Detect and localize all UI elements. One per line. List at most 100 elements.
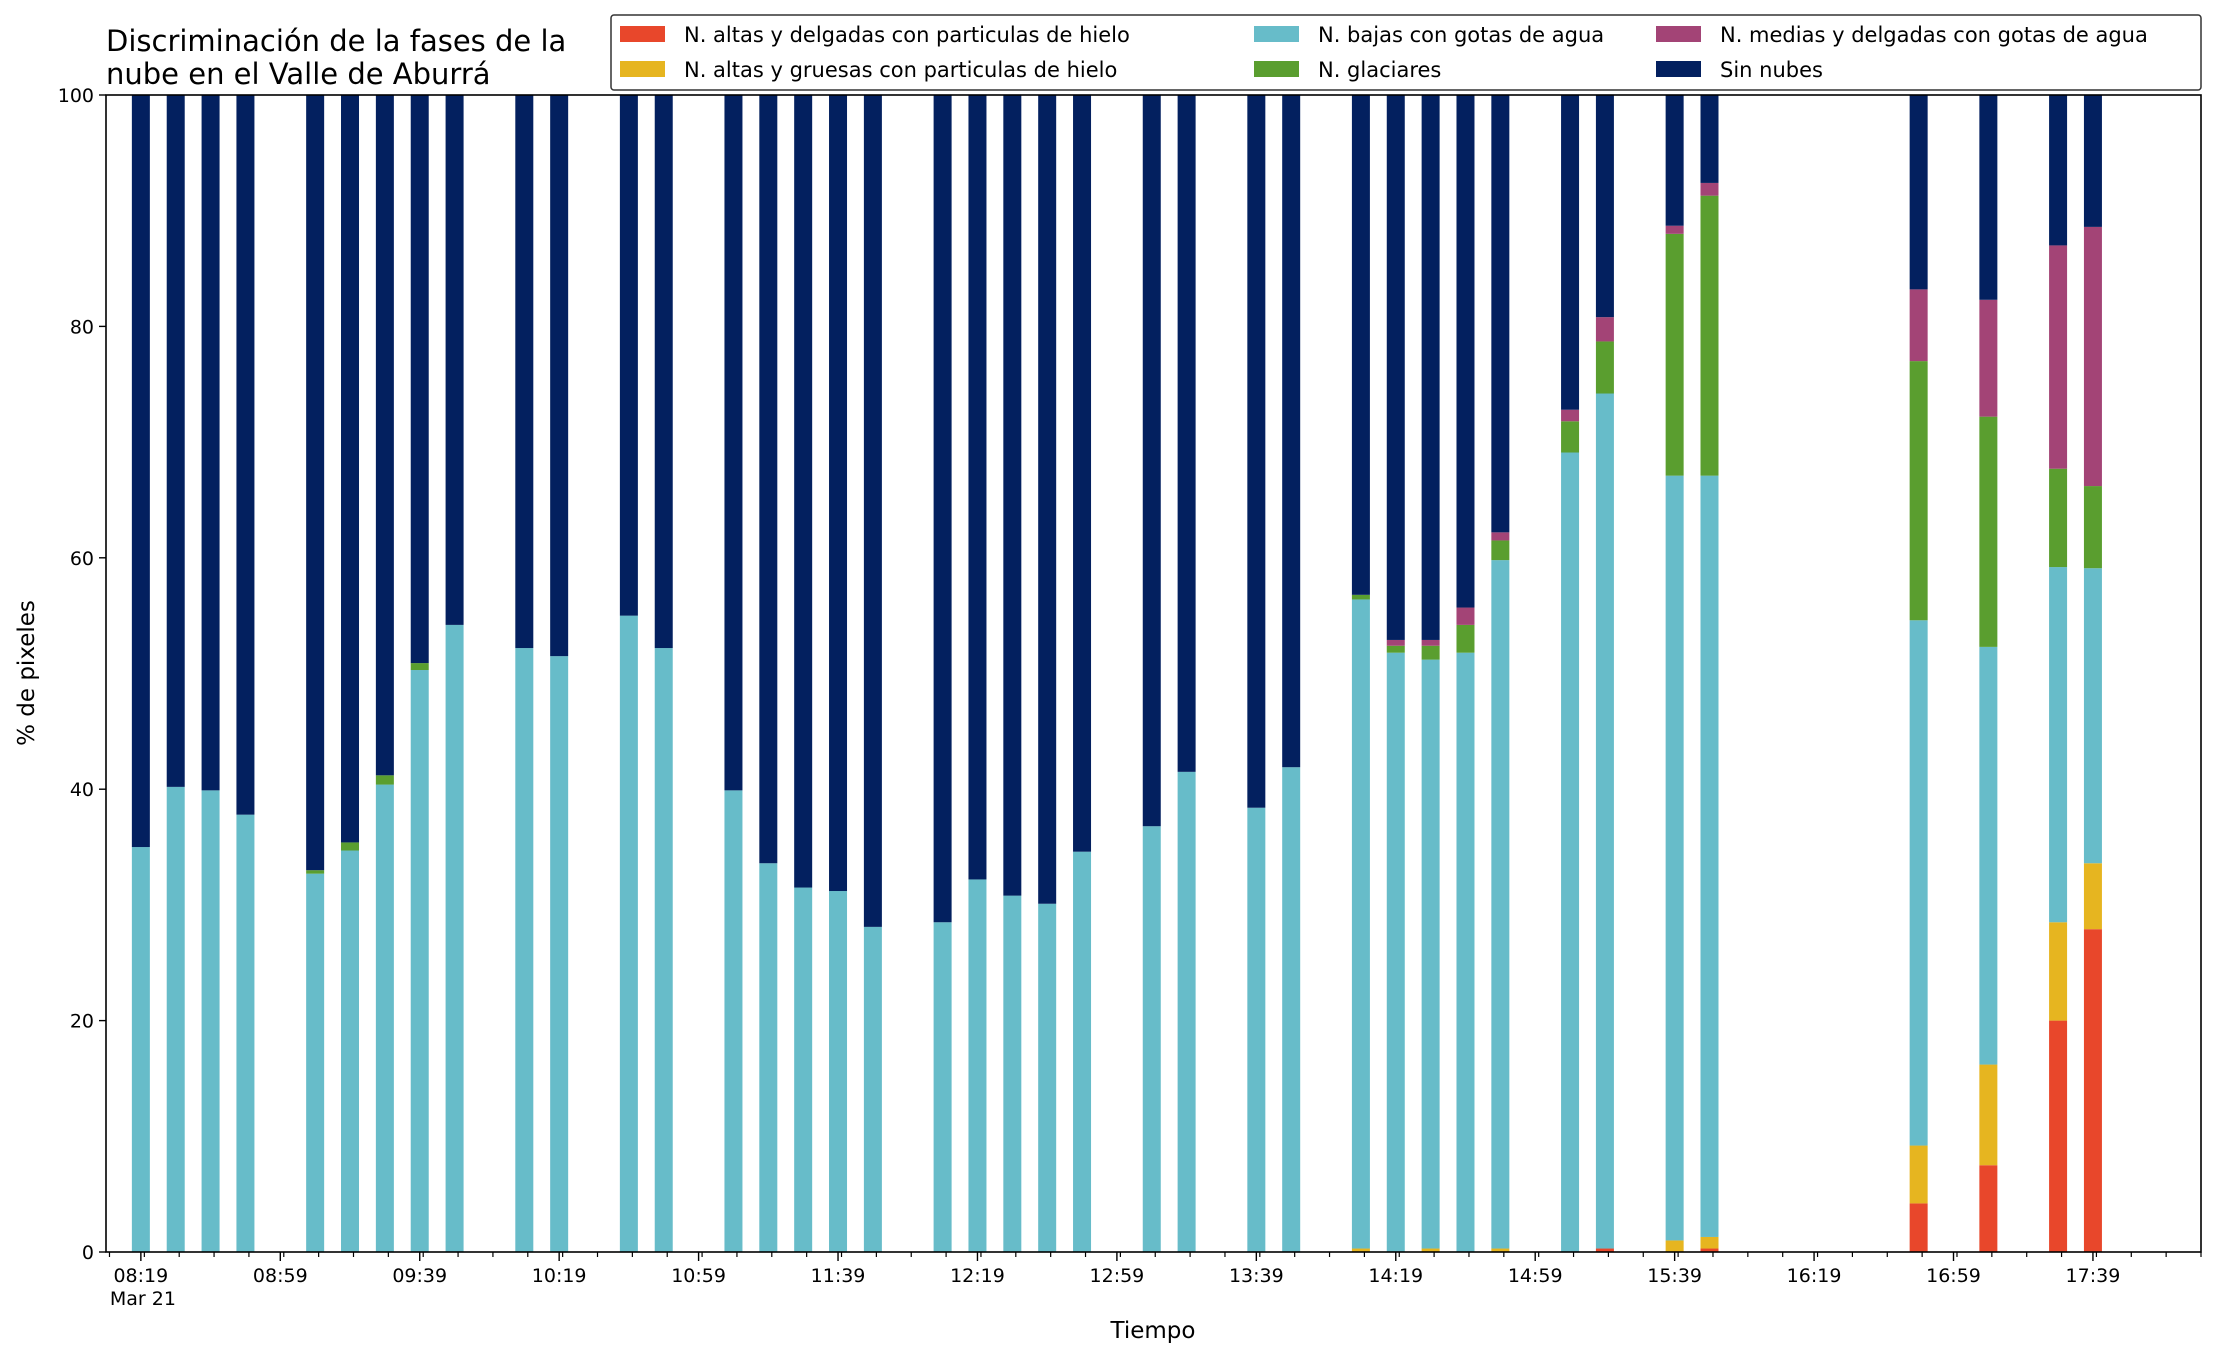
- x-tick-label: 09:39: [392, 1265, 447, 1287]
- legend-swatch-bajas: [1254, 26, 1299, 42]
- bar-segment-sin_nubes: [759, 95, 778, 864]
- bar-segment-glaciares: [1561, 421, 1580, 453]
- x-tick-label: 16:19: [1787, 1265, 1842, 1287]
- bar-segment-glaciares: [2049, 468, 2068, 568]
- x-tick-label: 17:39: [2066, 1265, 2121, 1287]
- legend-label-medias: N. medias y delgadas con gotas de agua: [1720, 23, 2148, 47]
- bar-segment-sin_nubes: [794, 95, 813, 888]
- bar-segment-bajas: [131, 847, 150, 1252]
- bar-segment-medias: [2049, 245, 2068, 469]
- bar-segment-altas_gruesas: [1665, 1240, 1684, 1252]
- bar-segment-altas_gruesas: [1979, 1064, 1998, 1166]
- bar-segment-sin_nubes: [1456, 95, 1475, 608]
- bar-segment-bajas: [1700, 475, 1719, 1237]
- bar-segment-altas_delgadas: [2049, 1020, 2068, 1252]
- bar-segment-bajas: [654, 648, 673, 1252]
- bar-segment-bajas: [1038, 903, 1057, 1252]
- bar-segment-bajas: [1665, 475, 1684, 1241]
- bar-segment-glaciares: [375, 775, 394, 785]
- bar-segment-altas_gruesas: [1909, 1145, 1928, 1204]
- bar-segment-altas_delgadas: [1595, 1248, 1614, 1252]
- bar-segment-medias: [1595, 317, 1614, 342]
- legend-label-altas_delgadas: N. altas y delgadas con particulas de hi…: [684, 23, 1130, 47]
- bar-segment-glaciares: [2083, 486, 2102, 569]
- bar-segment-sin_nubes: [933, 95, 952, 923]
- x-tick-label: 08:59: [253, 1265, 308, 1287]
- bar-segment-medias: [1909, 289, 1928, 362]
- bar-segment-bajas: [515, 648, 534, 1252]
- legend-frame: [610, 14, 2202, 91]
- plot-frame: [105, 94, 2202, 1253]
- bar-segment-glaciares: [1351, 594, 1370, 600]
- y-tick-label: 20: [70, 1011, 94, 1033]
- bar-segment-bajas: [863, 926, 882, 1252]
- bar-segment-bajas: [1177, 771, 1196, 1252]
- bar-segment-medias: [1665, 225, 1684, 234]
- legend-swatch-sin_nubes: [1656, 61, 1701, 77]
- bar-segment-sin_nubes: [1665, 95, 1684, 226]
- bar-segment-sin_nubes: [1561, 95, 1580, 410]
- bar-segment-bajas: [341, 850, 360, 1252]
- bar-segment-medias: [1456, 607, 1475, 625]
- bar-segment-altas_gruesas: [1491, 1248, 1510, 1252]
- bar-segment-glaciares: [1595, 341, 1614, 394]
- bar-segment-altas_gruesas: [2049, 922, 2068, 1021]
- bar-segment-medias: [1491, 532, 1510, 541]
- bar-segment-glaciares: [1909, 361, 1928, 621]
- bar-segment-bajas: [445, 624, 464, 1252]
- bar-segment-sin_nubes: [1247, 95, 1266, 808]
- x-tick-label: 10:19: [532, 1265, 587, 1287]
- bar-segment-medias: [1700, 182, 1719, 196]
- bar-segment-glaciares: [1700, 195, 1719, 476]
- bar-segment-sin_nubes: [2083, 95, 2102, 227]
- bar-segment-bajas: [550, 656, 569, 1252]
- bar-segment-bajas: [1595, 393, 1614, 1249]
- bar-segment-sin_nubes: [1142, 95, 1161, 827]
- bar-segment-bajas: [375, 784, 394, 1252]
- bar-segment-bajas: [933, 922, 952, 1252]
- legend-label-bajas: N. bajas con gotas de agua: [1318, 23, 1604, 47]
- y-axis-label: % de pixeles: [14, 600, 40, 746]
- bar-segment-bajas: [794, 887, 813, 1252]
- x-tick-label: 16:59: [1926, 1265, 1981, 1287]
- bar-segment-altas_delgadas: [1909, 1203, 1928, 1252]
- x-tick-label: 11:39: [811, 1265, 866, 1287]
- bar-segment-sin_nubes: [619, 95, 638, 616]
- bar-segment-bajas: [1979, 646, 1998, 1065]
- bar-segment-glaciares: [306, 870, 325, 874]
- bar-segment-sin_nubes: [968, 95, 987, 880]
- bar-segment-medias: [1561, 409, 1580, 422]
- legend-label-altas_gruesas: N. altas y gruesas con particulas de hie…: [684, 58, 1117, 82]
- bar-segment-bajas: [1003, 895, 1022, 1252]
- bar-segment-glaciares: [1421, 645, 1440, 660]
- bar-segment-sin_nubes: [724, 95, 743, 791]
- bar-segment-sin_nubes: [341, 95, 360, 843]
- bar-segment-sin_nubes: [1351, 95, 1370, 595]
- legend-label-sin_nubes: Sin nubes: [1720, 58, 1823, 82]
- y-tick-label: 100: [58, 85, 94, 107]
- bar-segment-medias: [1421, 639, 1440, 646]
- y-axis: 0 20 40 60 80 100: [58, 85, 106, 1264]
- y-tick-label: 40: [70, 779, 94, 801]
- bar-segment-bajas: [1351, 599, 1370, 1249]
- bar-segment-altas_delgadas: [2083, 929, 2102, 1252]
- bar-segment-glaciares: [1665, 233, 1684, 476]
- bar-segment-sin_nubes: [829, 95, 848, 892]
- bar-segment-bajas: [1073, 851, 1092, 1252]
- x-tick-label: 13:39: [1229, 1265, 1284, 1287]
- bar-segment-glaciares: [1456, 624, 1475, 653]
- bar-segment-glaciares: [1386, 645, 1405, 653]
- bar-segment-bajas: [1421, 659, 1440, 1249]
- bar-segment-sin_nubes: [236, 95, 255, 815]
- bar-segment-glaciares: [341, 842, 360, 851]
- y-tick-label: 0: [82, 1242, 94, 1264]
- bar-segment-sin_nubes: [1177, 95, 1196, 772]
- bar-segment-bajas: [619, 615, 638, 1252]
- bar-segment-altas_gruesas: [1700, 1236, 1719, 1249]
- bar-segment-altas_gruesas: [1421, 1248, 1440, 1252]
- bar-segment-bajas: [236, 814, 255, 1252]
- bar-segment-bajas: [2049, 567, 2068, 923]
- bar-segment-sin_nubes: [201, 95, 220, 791]
- bar-segment-sin_nubes: [1909, 95, 1928, 290]
